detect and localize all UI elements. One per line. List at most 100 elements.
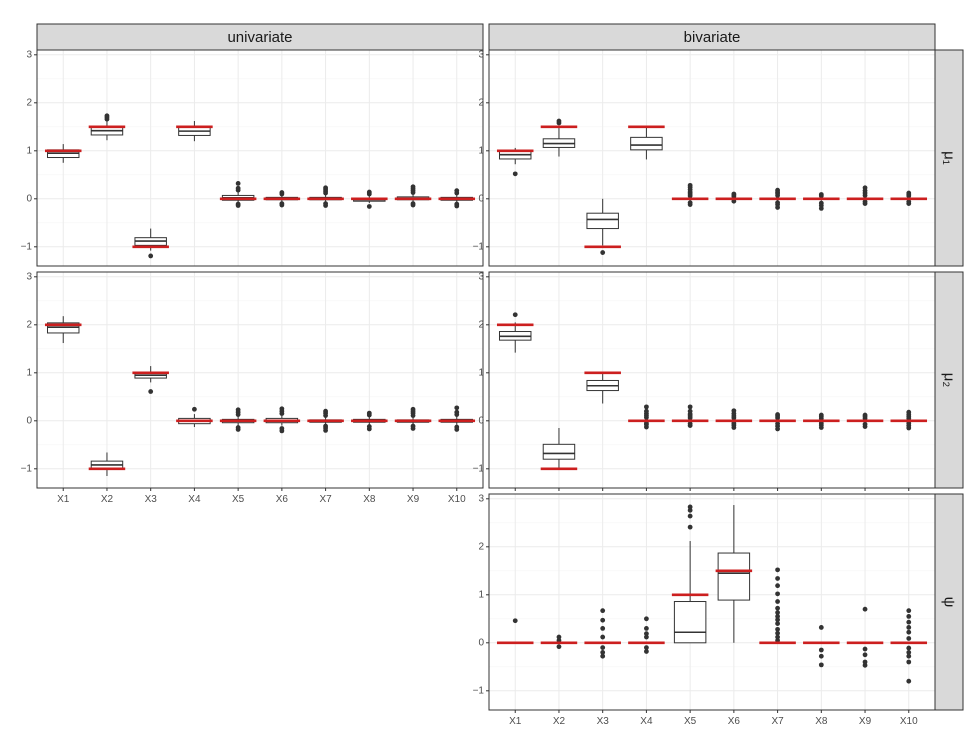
- outlier-point: [775, 421, 780, 427]
- x-tick-label: X4: [188, 494, 201, 505]
- y-tick-label: 2: [26, 97, 32, 108]
- outlier-point: [235, 181, 241, 186]
- outlier-point: [644, 626, 649, 631]
- outlier-point: [644, 631, 649, 637]
- row-strip-mu2: μ₂: [934, 271, 964, 489]
- outlier-point: [775, 621, 780, 626]
- strip-label-psi: ψ: [941, 597, 958, 608]
- x-tick-label: X3: [145, 494, 158, 505]
- outlier-point: [862, 646, 868, 652]
- x-tick-label: X9: [859, 716, 872, 727]
- outlier-point: [775, 412, 780, 417]
- outlier-point: [454, 188, 460, 194]
- outlier-point: [644, 649, 649, 654]
- x-tick-label: X1: [509, 716, 522, 727]
- outlier-point: [775, 576, 780, 581]
- y-tick-label: 3: [26, 271, 32, 282]
- outlier-point: [906, 659, 912, 665]
- outlier-point: [600, 645, 606, 650]
- boxplot-x5: [219, 407, 257, 432]
- boxplot-x4: [176, 406, 213, 428]
- x-tick-label: X4: [640, 716, 653, 727]
- outlier-point: [644, 616, 649, 622]
- boxplot-x7: [759, 567, 796, 645]
- outlier-point: [775, 591, 780, 597]
- boxplot-x3: [584, 371, 621, 404]
- outlier-point: [512, 618, 518, 624]
- outlier-point: [279, 406, 285, 412]
- boxplot-x1: [44, 316, 82, 344]
- outlier-point: [862, 421, 868, 427]
- y-tick-label: 2: [478, 97, 484, 108]
- boxplot-x8: [351, 189, 388, 209]
- outlier-point: [906, 190, 912, 196]
- y-tick-label: −1: [473, 241, 485, 252]
- y-tick-label: 0: [478, 193, 484, 204]
- outlier-point: [512, 171, 518, 177]
- boxplot-x9: [394, 406, 432, 431]
- outlier-point: [775, 200, 780, 206]
- outlier-point: [731, 408, 737, 414]
- boxplot-x3: [132, 228, 169, 259]
- panel-border: [488, 49, 936, 267]
- y-tick-label: 3: [478, 493, 484, 504]
- outlier-point: [323, 201, 328, 207]
- y-tick-label: 3: [26, 49, 32, 60]
- panel-border: [488, 493, 936, 711]
- outlier-point: [687, 507, 693, 513]
- outlier-point: [235, 185, 241, 191]
- outlier-point: [906, 614, 912, 619]
- outlier-point: [279, 190, 285, 195]
- outlier-point: [454, 405, 460, 411]
- outlier-point: [906, 636, 912, 641]
- outlier-point: [775, 599, 780, 604]
- boxplot-x8: [803, 192, 840, 211]
- panel-border: [36, 49, 484, 267]
- y-tick-label: 3: [478, 49, 484, 60]
- outlier-point: [687, 404, 693, 410]
- x-tick-label: X6: [276, 494, 289, 505]
- outlier-point: [644, 408, 649, 414]
- y-tick-label: 2: [478, 541, 484, 552]
- outlier-point: [775, 605, 780, 611]
- boxplot-x10: [438, 405, 476, 432]
- y-tick-label: 3: [478, 271, 484, 282]
- boxplot-x5: [671, 404, 709, 428]
- panel-bivariate-psi: −1 0 1 2 3 X1 X2 X3 X4 X5 X6 X7 X8 X9 X10: [473, 493, 936, 727]
- outlier-point: [862, 606, 868, 612]
- boxplot-x1: [496, 618, 534, 645]
- outlier-point: [366, 189, 372, 195]
- outlier-point: [818, 192, 824, 197]
- outlier-point: [279, 426, 285, 431]
- y-tick-label: 1: [478, 367, 484, 378]
- boxplot-x2: [540, 118, 578, 157]
- outlier-point: [410, 406, 416, 412]
- boxplot-x9: [846, 606, 884, 668]
- boxplot-x4: [628, 404, 665, 430]
- panel-border: [488, 271, 936, 489]
- x-tick-label: X6: [728, 716, 741, 727]
- outlier-point: [818, 653, 824, 659]
- boxplot-x4: [176, 121, 213, 142]
- outlier-point: [454, 201, 460, 207]
- boxplot-x8: [803, 412, 840, 430]
- boxplot-x4: [628, 616, 665, 654]
- x-tick-label: X2: [101, 494, 114, 505]
- outlier-point: [818, 662, 824, 668]
- boxplot-x10: [890, 190, 928, 207]
- panel-univariate-mu2: −1 0 1 2 3 X1 X2 X3 X4 X5 X6 X7 X8 X9 X10: [21, 271, 484, 505]
- outlier-point: [687, 421, 693, 427]
- outlier-point: [906, 619, 912, 625]
- outlier-point: [600, 250, 606, 255]
- x-tick-label: X7: [319, 494, 332, 505]
- y-tick-label: 0: [478, 637, 484, 648]
- y-tick-label: 1: [478, 145, 484, 156]
- outlier-point: [235, 407, 241, 413]
- outlier-point: [775, 626, 780, 632]
- outlier-point: [862, 659, 868, 665]
- outlier-point: [512, 312, 518, 318]
- outlier-point: [410, 423, 416, 429]
- x-tick-label: X8: [363, 494, 376, 505]
